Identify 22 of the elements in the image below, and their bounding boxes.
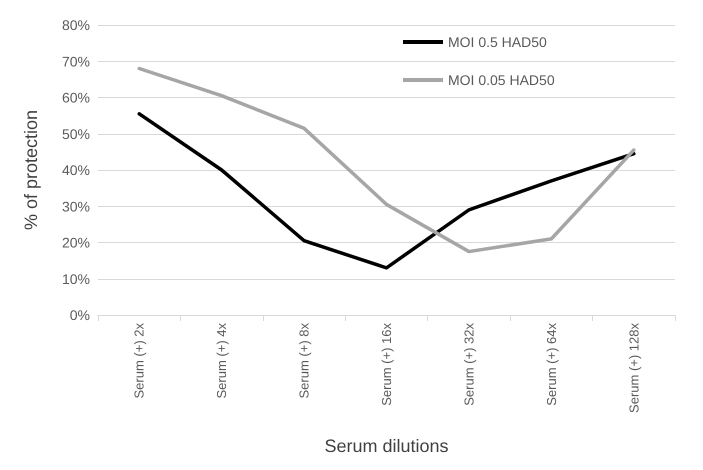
x-tick-label: Serum (+) 32x — [461, 322, 476, 406]
x-tick-label: Serum (+) 16x — [379, 322, 394, 406]
x-axis-title: Serum dilutions — [324, 436, 449, 456]
y-tick-label: 0% — [70, 307, 90, 323]
legend-label: MOI 0.5 HAD50 — [448, 34, 548, 50]
x-tick-label: Serum (+) 8x — [296, 322, 312, 398]
x-tick-label: Serum (+) 64x — [544, 322, 559, 406]
y-axis-title: % of protection — [21, 110, 41, 230]
x-tick-label: Serum (+) 128x — [626, 322, 642, 413]
y-tick-label: 20% — [62, 234, 90, 250]
y-tick-label: 30% — [62, 198, 90, 214]
y-tick-label: 70% — [62, 53, 90, 70]
y-tick-label: 80% — [62, 17, 90, 33]
line-series — [137, 112, 636, 270]
y-tick-label: 10% — [62, 270, 90, 287]
y-tick-label: 60% — [62, 90, 90, 106]
y-tick-label: 40% — [62, 162, 90, 178]
x-tick-label: Serum (+) 4x — [214, 322, 230, 398]
y-tick-label: 50% — [62, 126, 90, 142]
x-tick-label: Serum (+) 2x — [132, 322, 147, 398]
line-series — [137, 66, 636, 254]
legend-label: MOI 0.05 HAD50 — [448, 72, 555, 88]
